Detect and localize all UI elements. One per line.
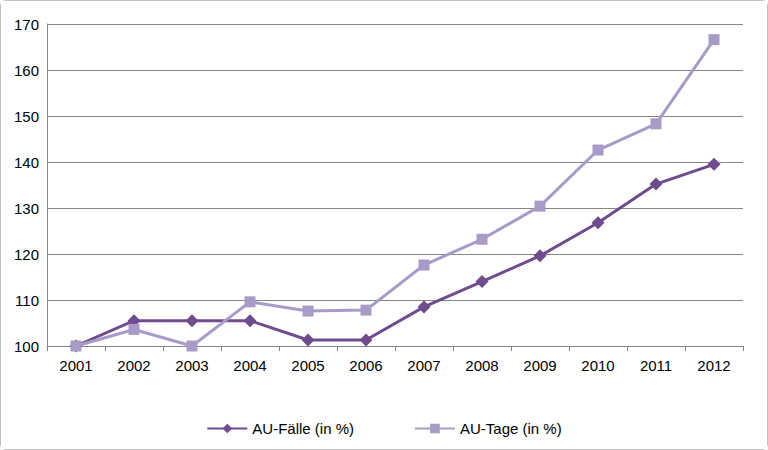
svg-text:2009: 2009 [523, 357, 556, 374]
svg-text:140: 140 [14, 154, 39, 171]
svg-text:2010: 2010 [581, 357, 614, 374]
svg-text:AU-Tage (in %): AU-Tage (in %) [460, 420, 562, 437]
svg-text:AU-Fälle (in %): AU-Fälle (in %) [252, 420, 354, 437]
svg-text:120: 120 [14, 246, 39, 263]
svg-text:2008: 2008 [465, 357, 498, 374]
svg-text:110: 110 [15, 292, 39, 309]
svg-text:2002: 2002 [117, 357, 150, 374]
svg-text:160: 160 [14, 62, 39, 79]
svg-text:2005: 2005 [291, 357, 324, 374]
svg-text:130: 130 [14, 200, 39, 217]
svg-text:2007: 2007 [407, 357, 440, 374]
svg-text:2006: 2006 [349, 357, 382, 374]
svg-text:150: 150 [14, 108, 39, 125]
svg-text:2004: 2004 [233, 357, 266, 374]
svg-text:170: 170 [14, 16, 39, 33]
svg-text:2001: 2001 [59, 357, 92, 374]
svg-text:2003: 2003 [175, 357, 208, 374]
svg-text:100: 100 [14, 338, 39, 355]
svg-text:2012: 2012 [697, 357, 730, 374]
svg-text:2011: 2011 [640, 357, 672, 374]
